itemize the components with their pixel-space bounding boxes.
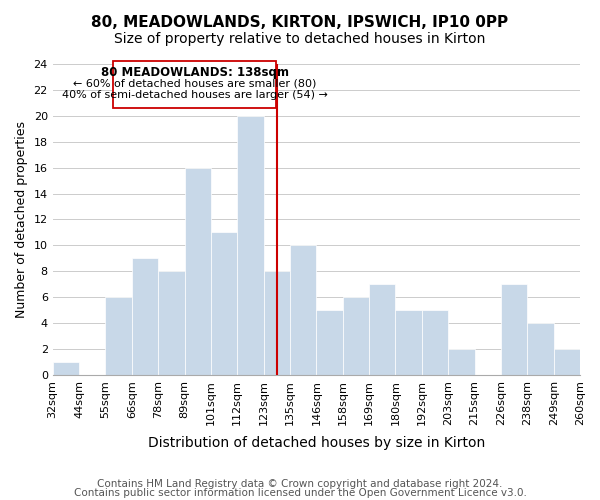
Bar	[263, 272, 290, 375]
Bar	[211, 232, 237, 375]
Bar	[237, 116, 263, 375]
Text: 40% of semi-detached houses are larger (54) →: 40% of semi-detached houses are larger (…	[62, 90, 328, 100]
Bar	[343, 297, 369, 375]
Bar	[53, 362, 79, 375]
FancyBboxPatch shape	[113, 62, 276, 108]
Bar	[501, 284, 527, 375]
Text: Contains HM Land Registry data © Crown copyright and database right 2024.: Contains HM Land Registry data © Crown c…	[97, 479, 503, 489]
Bar	[316, 310, 343, 375]
Text: 80, MEADOWLANDS, KIRTON, IPSWICH, IP10 0PP: 80, MEADOWLANDS, KIRTON, IPSWICH, IP10 0…	[91, 15, 509, 30]
Bar	[448, 349, 475, 375]
Bar	[527, 323, 554, 375]
Y-axis label: Number of detached properties: Number of detached properties	[15, 121, 28, 318]
Bar	[132, 258, 158, 375]
Bar	[290, 246, 316, 375]
Bar	[158, 272, 185, 375]
Bar	[106, 297, 132, 375]
Text: Size of property relative to detached houses in Kirton: Size of property relative to detached ho…	[115, 32, 485, 46]
Text: Contains public sector information licensed under the Open Government Licence v3: Contains public sector information licen…	[74, 488, 526, 498]
Bar	[395, 310, 422, 375]
Text: ← 60% of detached houses are smaller (80): ← 60% of detached houses are smaller (80…	[73, 78, 316, 88]
Bar	[185, 168, 211, 375]
Bar	[554, 349, 580, 375]
Bar	[369, 284, 395, 375]
Text: 80 MEADOWLANDS: 138sqm: 80 MEADOWLANDS: 138sqm	[101, 66, 289, 79]
X-axis label: Distribution of detached houses by size in Kirton: Distribution of detached houses by size …	[148, 436, 485, 450]
Bar	[422, 310, 448, 375]
